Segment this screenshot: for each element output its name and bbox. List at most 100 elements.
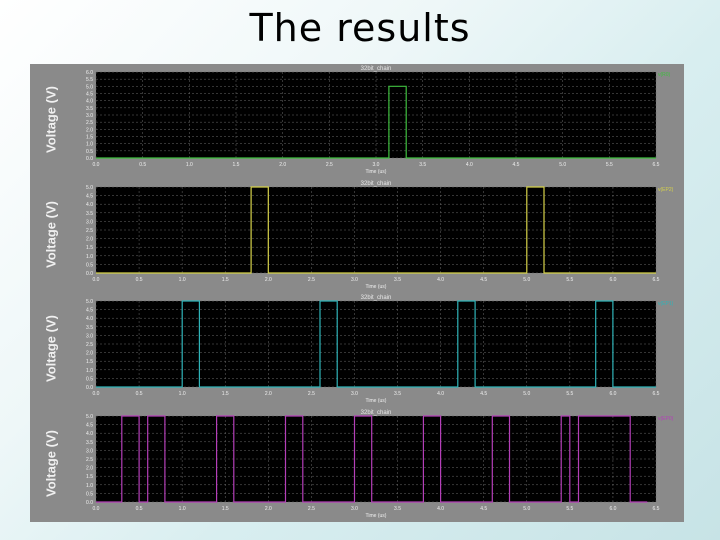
x-tick-label: 2.5 <box>308 506 315 512</box>
x-tick-label: 6.5 <box>653 277 660 283</box>
x-tick-label: 0.5 <box>136 391 143 397</box>
waveform-panel-ep2: Voltage (V) 32bit_chain 0.0 0.5 1.0 1.5 2.0 2.… <box>30 179 684 294</box>
y-tick-label: 3.5 <box>86 106 93 112</box>
x-tick-label: 4.0 <box>466 162 473 168</box>
y-tick-label: 6.0 <box>86 70 93 76</box>
x-tick-label: 1.5 <box>222 506 229 512</box>
x-tick-label: 4.5 <box>513 162 520 168</box>
y-tick-label: 1.5 <box>86 359 93 365</box>
x-tick-label: 0.0 <box>93 391 100 397</box>
y-tick-label: 2.5 <box>86 342 93 348</box>
y-tick-label: 2.0 <box>86 465 93 471</box>
x-tick-label: 1.5 <box>222 277 229 283</box>
y-tick-label: 1.5 <box>86 135 93 141</box>
x-tick-label: 3.5 <box>419 162 426 168</box>
y-tick-label: 1.5 <box>86 245 93 251</box>
legend-entry: v(EP1) <box>658 301 674 307</box>
legend-entry: v(EP2) <box>658 187 674 193</box>
y-tick-label: 4.5 <box>86 422 93 428</box>
x-tick-label: 5.0 <box>523 277 530 283</box>
x-tick-label: 5.0 <box>523 506 530 512</box>
x-tick-label: 3.0 <box>351 277 358 283</box>
x-tick-label: 1.5 <box>222 391 229 397</box>
x-tick-label: 5.5 <box>606 162 613 168</box>
x-tick-label: 4.5 <box>480 391 487 397</box>
x-tick-label: 2.5 <box>326 162 333 168</box>
x-tick-label: 3.5 <box>394 391 401 397</box>
x-tick-label: 4.0 <box>437 277 444 283</box>
x-tick-label: 3.0 <box>351 506 358 512</box>
waveform-panel-ep1: Voltage (V) 32bit_chain 0.0 0.5 1.0 1.5 2.0 2.… <box>30 293 684 408</box>
x-tick-label: 2.0 <box>265 391 272 397</box>
x-tick-label: 3.5 <box>394 277 401 283</box>
x-tick-label: 1.0 <box>186 162 193 168</box>
x-tick-label: 1.0 <box>179 506 186 512</box>
x-tick-label: 6.0 <box>609 506 616 512</box>
x-tick-label: 3.5 <box>394 506 401 512</box>
x-tick-label: 2.5 <box>308 391 315 397</box>
y-tick-label: 4.5 <box>86 308 93 314</box>
waveform-plot-ep2: 32bit_chain 0.0 0.5 1.0 1.5 2.0 2.5 3.0 3.5 4.0 4.… <box>86 181 674 290</box>
x-tick-label: 6.5 <box>653 162 660 168</box>
y-tick-label: 0.0 <box>86 385 93 391</box>
x-tick-label: 0.0 <box>93 506 100 512</box>
x-tick-label: 5.0 <box>559 162 566 168</box>
waveform-panel-r0: Voltage (V) 32bit_chain 0.0 0.5 1.0 1.5 2.0 2.… <box>30 64 684 179</box>
y-tick-label: 3.0 <box>86 333 93 339</box>
y-tick-label: 3.5 <box>86 439 93 445</box>
x-axis-label: Time (us) <box>366 513 387 519</box>
y-tick-label: 4.0 <box>86 431 93 437</box>
x-tick-label: 6.0 <box>609 391 616 397</box>
x-tick-label: 0.5 <box>139 162 146 168</box>
x-tick-label: 4.0 <box>437 391 444 397</box>
x-axis-label: Time (us) <box>366 398 387 404</box>
waveform-figure: Voltage (V) 32bit_chain 0.0 0.5 1.0 1.5 2.0 2.… <box>30 64 684 522</box>
y-tick-label: 5.0 <box>86 414 93 420</box>
legend-entry: v(EP0) <box>658 416 674 422</box>
series-line <box>96 185 656 274</box>
x-tick-label: 3.0 <box>373 162 380 168</box>
x-tick-label: 1.0 <box>179 277 186 283</box>
y-tick-label: 1.0 <box>86 253 93 259</box>
y-tick-label: 4.0 <box>86 316 93 322</box>
y-tick-label: 5.0 <box>86 299 93 305</box>
x-tick-label: 5.5 <box>566 277 573 283</box>
y-tick-label: 2.5 <box>86 228 93 234</box>
x-tick-label: 6.0 <box>609 277 616 283</box>
y-tick-label: 4.0 <box>86 99 93 105</box>
x-axis-label: Time (us) <box>366 169 387 175</box>
x-tick-label: 6.5 <box>653 391 660 397</box>
y-tick-label: 2.5 <box>86 457 93 463</box>
y-tick-label: 3.5 <box>86 210 93 216</box>
series-line <box>96 85 656 159</box>
x-tick-label: 2.5 <box>308 277 315 283</box>
series-line <box>96 414 648 503</box>
y-tick-label: 1.0 <box>86 142 93 148</box>
y-tick-label: 5.0 <box>86 185 93 191</box>
chart-title: 32bit_chain <box>361 295 392 301</box>
waveform-panel-ep0: Voltage (V) 32bit_chain 0.0 0.5 1.0 1.5 2.0 2.… <box>30 408 684 523</box>
chart-title: 32bit_chain <box>361 410 392 416</box>
legend-entry: v(R0) <box>658 72 671 78</box>
y-tick-label: 1.5 <box>86 474 93 480</box>
y-tick-label: 2.5 <box>86 120 93 126</box>
x-tick-label: 1.5 <box>233 162 240 168</box>
waveform-plot-ep0: 32bit_chain 0.0 0.5 1.0 1.5 2.0 2.5 3.0 3.5 4.0 4.… <box>86 410 674 519</box>
x-tick-label: 2.0 <box>279 162 286 168</box>
y-tick-label: 2.0 <box>86 127 93 133</box>
y-tick-label: 0.5 <box>86 149 93 155</box>
y-tick-label: 4.0 <box>86 202 93 208</box>
y-tick-label: 5.0 <box>86 84 93 90</box>
y-tick-label: 2.0 <box>86 351 93 357</box>
y-tick-label: 0.5 <box>86 491 93 497</box>
slide-title: The results <box>249 6 471 50</box>
y-tick-label: 3.0 <box>86 113 93 119</box>
y-tick-label: 5.5 <box>86 77 93 83</box>
x-tick-label: 5.0 <box>523 391 530 397</box>
y-tick-label: 4.5 <box>86 92 93 98</box>
chart-title: 32bit_chain <box>361 66 392 72</box>
y-tick-label: 0.0 <box>86 271 93 277</box>
x-tick-label: 4.0 <box>437 506 444 512</box>
x-tick-label: 6.5 <box>653 506 660 512</box>
x-tick-label: 2.0 <box>265 277 272 283</box>
